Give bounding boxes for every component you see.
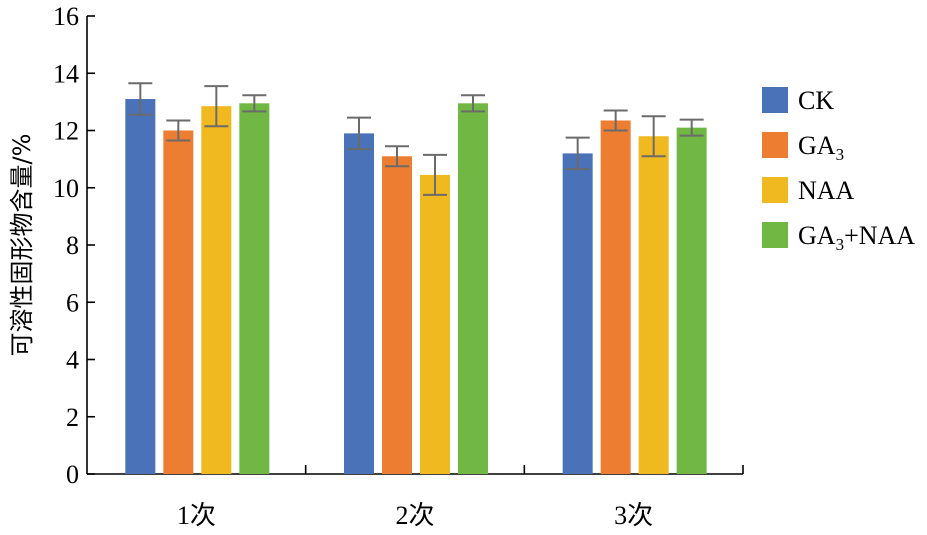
- legend-swatch: [762, 132, 788, 158]
- y-tick-label: 14: [53, 59, 79, 88]
- legend-swatch: [762, 87, 788, 113]
- bar: [239, 103, 270, 475]
- x-category-label: 3次: [614, 501, 653, 530]
- bar: [125, 99, 156, 474]
- legend-label: GA3: [798, 131, 844, 164]
- legend-label: NAA: [798, 176, 855, 205]
- bar: [382, 156, 412, 474]
- y-tick-label: 16: [53, 2, 79, 31]
- bar: [562, 153, 593, 474]
- legend-label: CK: [798, 86, 834, 115]
- legend: CK GA3 NAA GA3+NAA: [762, 86, 915, 254]
- y-tick-label: 0: [66, 460, 79, 489]
- bar: [676, 127, 707, 474]
- axes: 0 2 4 6 8 10 12 14 16 1次 2次 3次: [53, 2, 744, 530]
- x-category-label: 1次: [177, 501, 216, 530]
- x-category-label: 2次: [395, 501, 434, 530]
- legend-label: GA3+NAA: [798, 221, 915, 254]
- y-tick-label: 12: [53, 117, 79, 146]
- y-tick-label: 6: [66, 288, 79, 317]
- legend-swatch: [762, 222, 788, 248]
- bar: [458, 103, 488, 475]
- bar: [344, 133, 374, 475]
- y-tick-label: 4: [66, 346, 79, 375]
- y-axis-label: 可溶性固形物含量/%: [8, 134, 36, 357]
- bar: [163, 130, 194, 474]
- bar: [638, 136, 669, 474]
- bar: [600, 120, 631, 474]
- bar: [201, 106, 232, 474]
- y-tick-label: 8: [66, 231, 79, 260]
- bars-layer: [125, 82, 707, 475]
- legend-swatch: [762, 177, 788, 203]
- bar: [420, 174, 450, 474]
- y-tick-label: 10: [53, 174, 79, 203]
- y-axis-label-group: 可溶性固形物含量/%: [8, 134, 36, 357]
- y-tick-label: 2: [66, 403, 79, 432]
